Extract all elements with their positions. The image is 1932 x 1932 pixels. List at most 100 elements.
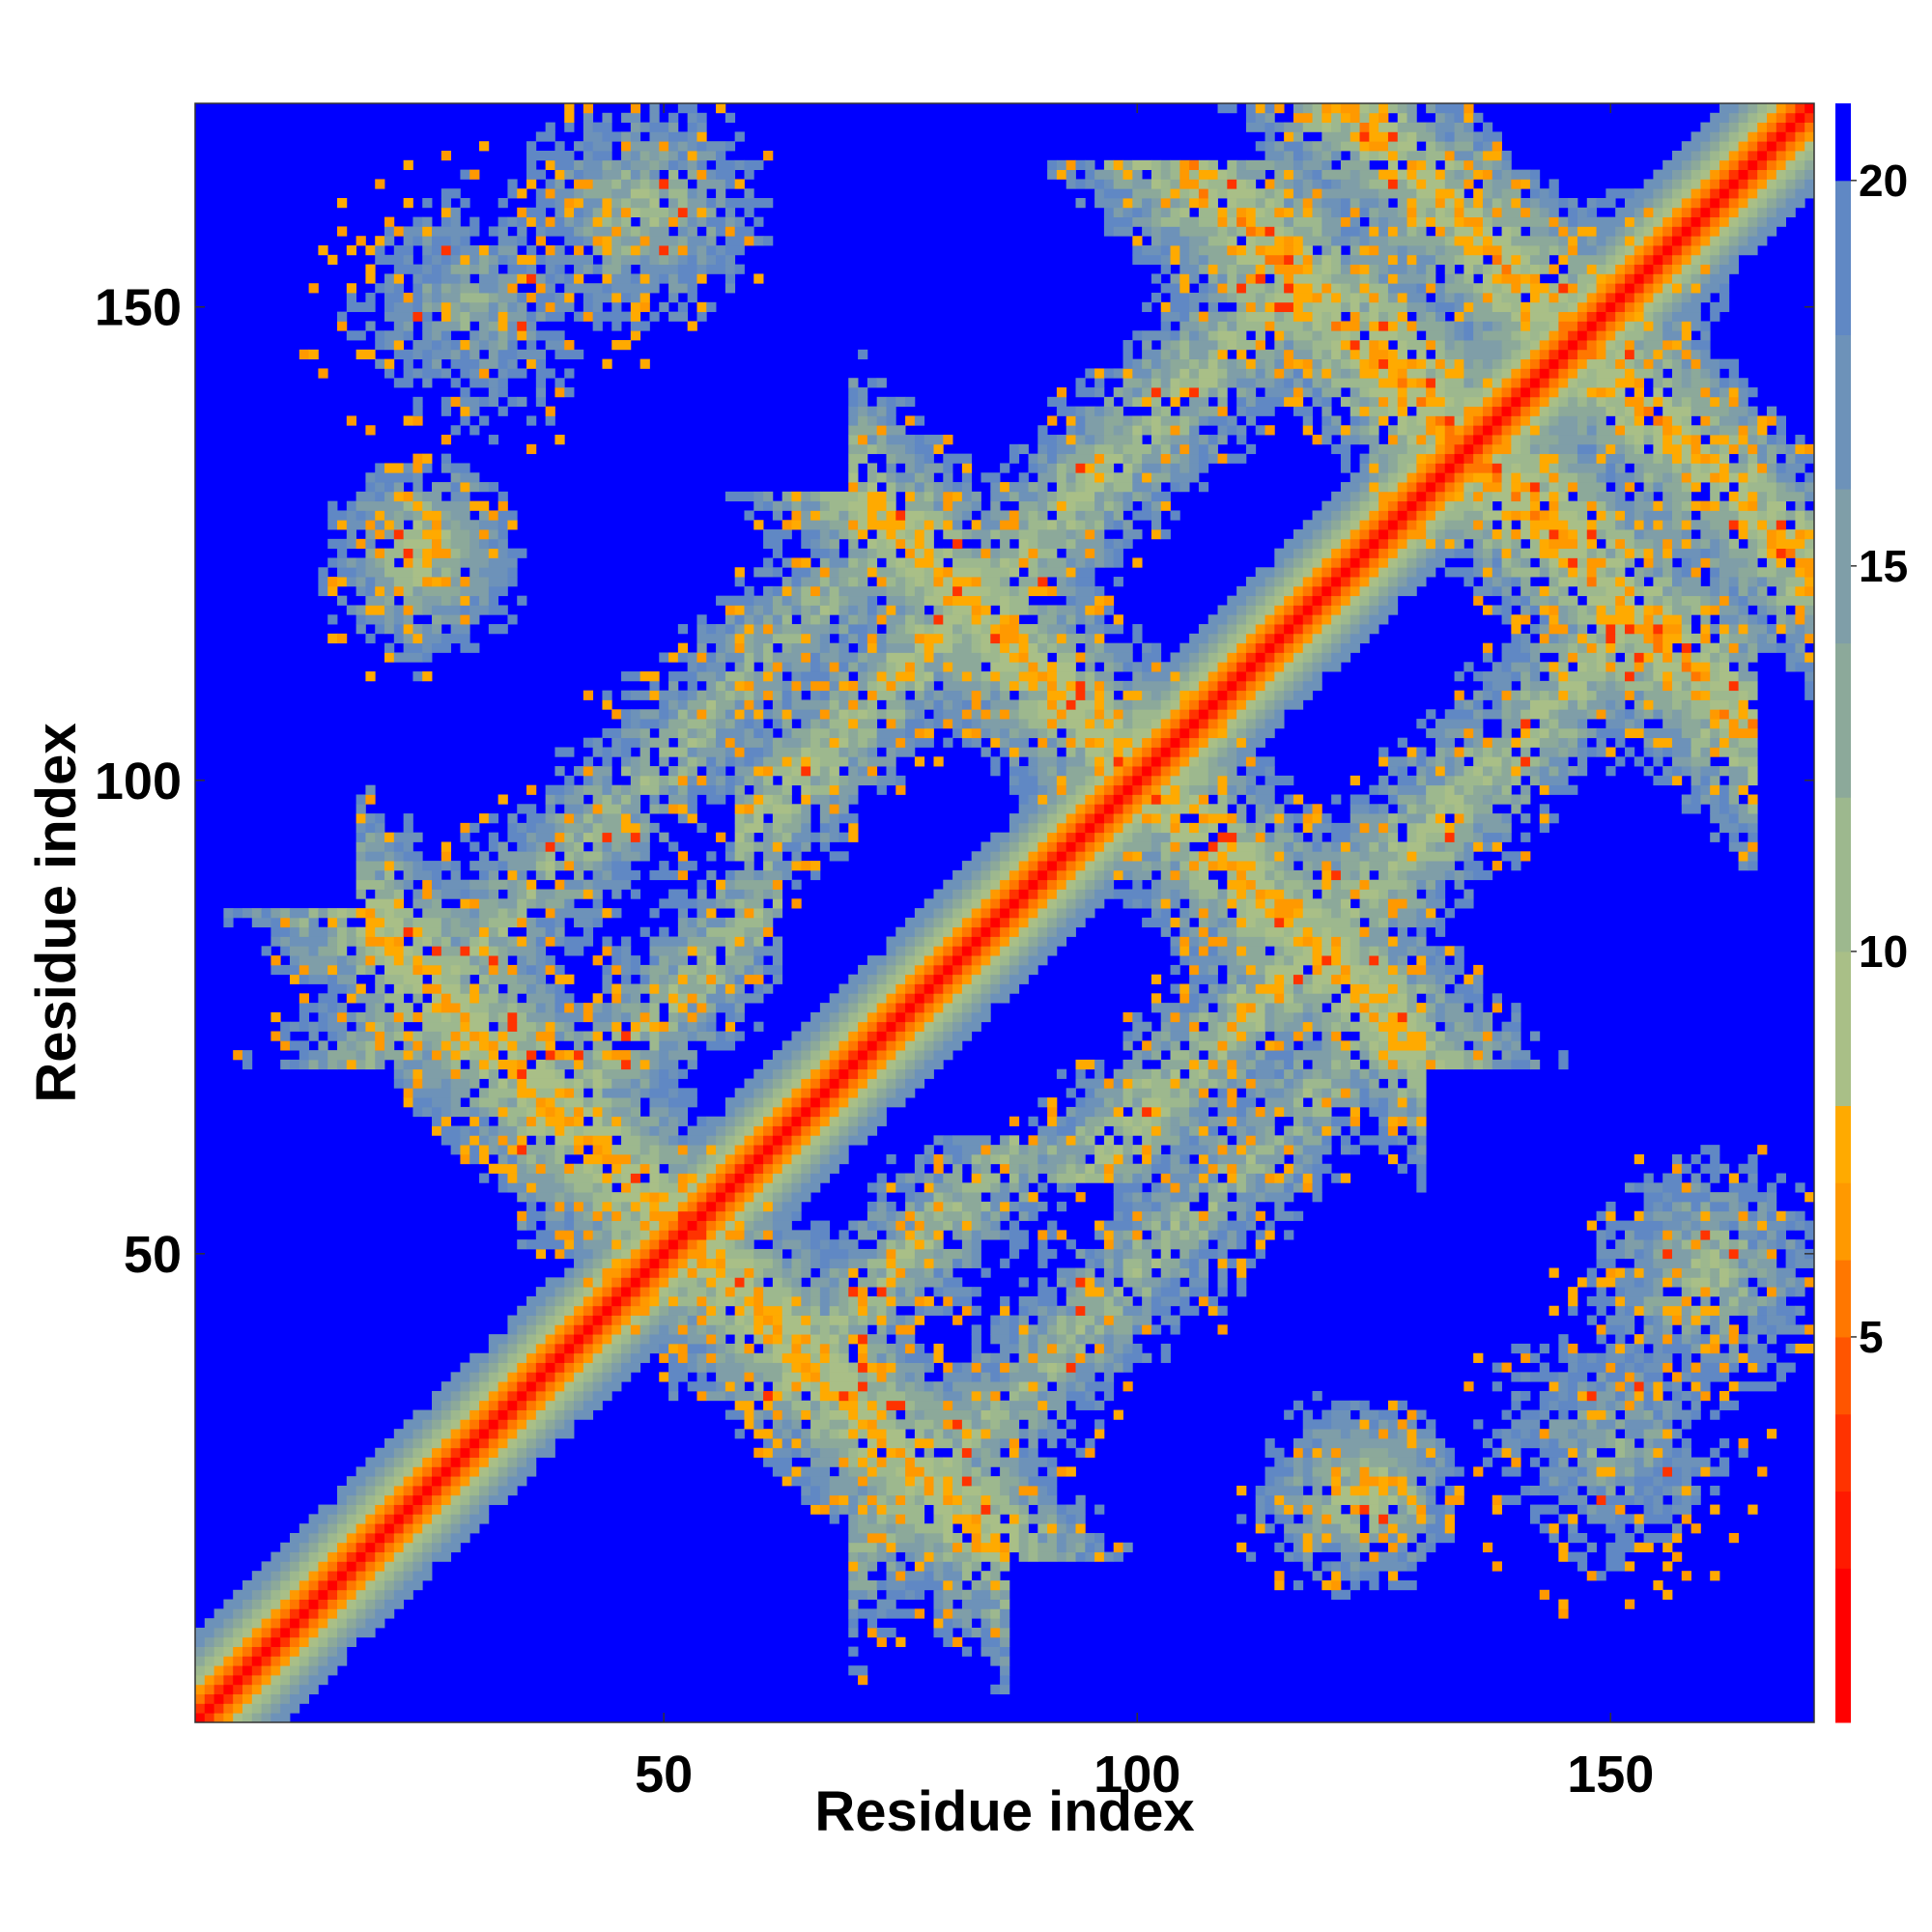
heatmap-cell <box>582 1068 594 1079</box>
heatmap-cell <box>1056 1201 1067 1212</box>
heatmap-cell <box>630 1153 641 1165</box>
heatmap-cell <box>582 1163 594 1174</box>
heatmap-cell <box>554 964 565 976</box>
heatmap-cell <box>1217 993 1228 1004</box>
heatmap-cell <box>763 1145 774 1155</box>
heatmap-cell <box>488 1419 499 1430</box>
heatmap-cell <box>1208 1097 1218 1108</box>
heatmap-cell <box>1312 1437 1322 1449</box>
heatmap-cell <box>611 1239 622 1250</box>
heatmap-cell <box>1122 1145 1133 1155</box>
heatmap-cell <box>1785 1258 1796 1268</box>
heatmap-cell <box>1103 1230 1115 1240</box>
heatmap-cell <box>1416 1135 1427 1146</box>
heatmap-cell <box>298 1050 310 1061</box>
heatmap-cell <box>961 1258 973 1268</box>
heatmap-cell <box>1170 1173 1200 1183</box>
heatmap-cell <box>1350 946 1360 956</box>
heatmap-cell <box>1170 946 1180 956</box>
heatmap-cell <box>1302 1021 1313 1032</box>
heatmap-cell <box>1122 1173 1133 1183</box>
heatmap-cell <box>1179 1267 1190 1278</box>
heatmap-cell <box>1662 1182 1683 1193</box>
heatmap-cell <box>829 1343 839 1354</box>
heatmap-cell <box>1198 1068 1209 1079</box>
heatmap-cell <box>990 1579 1001 1591</box>
heatmap-cell <box>1369 983 1389 994</box>
heatmap-cell <box>1236 1258 1247 1268</box>
heatmap-cell <box>819 1106 831 1118</box>
heatmap-cell <box>526 1220 537 1231</box>
heatmap-cell <box>517 1011 527 1023</box>
heatmap-cell <box>858 1485 868 1496</box>
heatmap-cell <box>1293 993 1332 1004</box>
heatmap-cell <box>895 1381 906 1392</box>
heatmap-cell <box>1047 926 1058 937</box>
heatmap-cell <box>858 1305 868 1316</box>
heatmap-cell <box>1596 1494 1606 1505</box>
heatmap-cell <box>1198 1182 1209 1193</box>
heatmap-cell <box>1018 964 1038 976</box>
heatmap-cell <box>1331 1040 1342 1051</box>
heatmap-cell <box>346 1618 357 1629</box>
heatmap-cell <box>876 1192 887 1203</box>
heatmap-cell <box>545 1097 555 1108</box>
heatmap-cell <box>1785 1220 1796 1231</box>
heatmap-cell <box>639 1088 650 1098</box>
heatmap-cell <box>1473 1050 1484 1061</box>
heatmap-cell <box>355 1494 366 1505</box>
heatmap-cell <box>848 1514 859 1524</box>
heatmap-cell <box>460 964 480 976</box>
heatmap-cell <box>1189 964 1200 976</box>
heatmap-cell <box>971 1429 981 1439</box>
heatmap-cell <box>242 1636 253 1647</box>
heatmap-cell <box>1482 1040 1493 1051</box>
heatmap-cell <box>1037 1419 1048 1430</box>
heatmap-cell <box>933 1135 944 1146</box>
heatmap-cell <box>848 1561 859 1572</box>
heatmap-cell <box>895 1230 906 1240</box>
heatmap-cell <box>716 1258 726 1268</box>
heatmap-cell <box>1075 1514 1086 1524</box>
heatmap-cell <box>696 926 707 937</box>
heatmap-cell <box>602 1277 612 1288</box>
heatmap-cell <box>716 1277 736 1288</box>
heatmap-cell <box>422 1106 433 1118</box>
heatmap-cell <box>1000 1400 1010 1410</box>
heatmap-cell <box>564 1381 575 1392</box>
heatmap-cell <box>1000 1182 1010 1193</box>
heatmap-cell <box>876 974 887 984</box>
heatmap-cell <box>1037 926 1048 937</box>
heatmap-cell <box>961 1447 973 1458</box>
heatmap-cell <box>545 1381 555 1392</box>
heatmap-cell <box>952 936 963 947</box>
heatmap-cell <box>1378 1097 1389 1108</box>
heatmap-cell <box>744 1295 754 1307</box>
heatmap-cell <box>1028 1532 1038 1544</box>
heatmap-cell <box>781 1182 792 1193</box>
heatmap-cell <box>1151 1116 1162 1126</box>
heatmap-cell <box>961 1485 981 1496</box>
heatmap-cell <box>1189 1277 1209 1288</box>
heatmap-cell <box>592 1173 603 1183</box>
heatmap-cell <box>1047 1173 1058 1183</box>
heatmap-cell <box>1179 926 1190 937</box>
heatmap-cell <box>554 1429 575 1439</box>
heatmap-cell <box>980 1532 991 1544</box>
heatmap-cell <box>412 1106 423 1118</box>
heatmap-cell <box>1284 926 1294 937</box>
heatmap-cell <box>716 964 726 976</box>
heatmap-cell <box>1160 1011 1171 1023</box>
heatmap-cell <box>829 1059 839 1070</box>
heatmap-cell <box>393 1514 405 1524</box>
heatmap-cell <box>1643 1457 1654 1467</box>
heatmap-cell <box>1151 1192 1171 1203</box>
heatmap-cell <box>980 1400 991 1410</box>
heatmap-cell <box>440 946 461 956</box>
heatmap-cell <box>677 1182 689 1193</box>
heatmap-cell <box>819 1003 839 1013</box>
heatmap-cell <box>327 1618 338 1629</box>
heatmap-cell <box>1397 983 1407 994</box>
heatmap-cell <box>1321 1125 1332 1136</box>
heatmap-cell <box>270 1608 281 1619</box>
